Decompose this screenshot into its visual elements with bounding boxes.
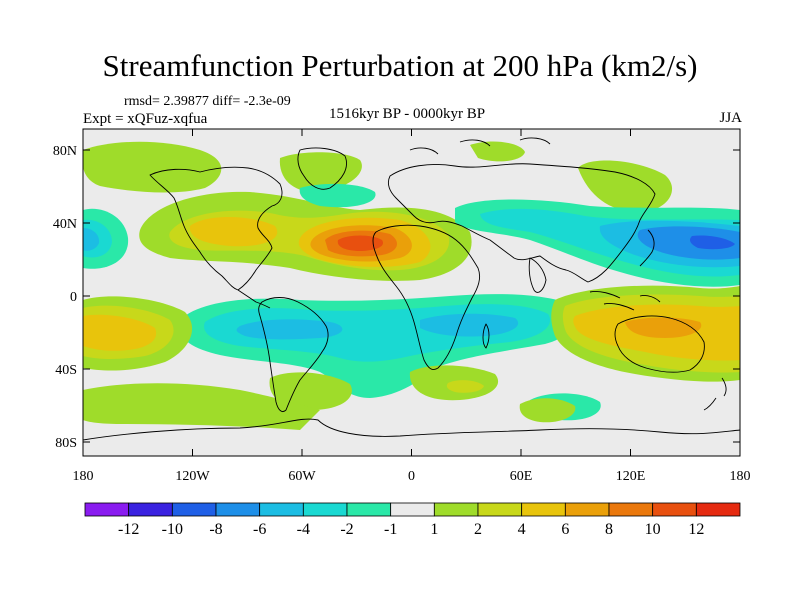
map-title: Streamfunction Perturbation at 200 hPa (… — [102, 48, 698, 83]
colorbar-label-6: -1 — [384, 521, 397, 538]
lon-label-60e: 60E — [510, 469, 533, 484]
colorbar-swatch-7 — [390, 502, 435, 517]
colorbar-swatch-13 — [652, 502, 697, 517]
anomaly-high-ross-sea — [519, 398, 576, 423]
anomaly-high-siberia-small — [470, 141, 525, 162]
colorbar-label-7: 1 — [430, 521, 438, 538]
coastline-new-zealand — [703, 377, 727, 411]
lon-label-180w: 180 — [73, 469, 94, 484]
lon-label-120w: 120W — [175, 469, 210, 484]
colorbar-swatch-12 — [608, 502, 654, 517]
lat-label-80n: 80N — [53, 144, 77, 159]
experiment-label: Expt = xQFuz-xqfua — [83, 111, 208, 127]
anomaly-low-southern-indian — [420, 313, 519, 337]
coastline-arctic-islands — [409, 137, 551, 155]
map-panel — [83, 129, 740, 456]
colorbar-swatch-0 — [84, 502, 130, 517]
coastlines — [83, 137, 740, 441]
colorbar-labels: -12 -10 -8 -6 -4 -2 -1 1 2 4 6 8 10 12 — [118, 521, 704, 538]
colorbar-swatch-14 — [695, 502, 741, 517]
coastline-madagascar — [482, 323, 490, 349]
coastline-greenland — [297, 147, 347, 190]
coastline-antarctica — [83, 418, 740, 441]
colorbar-swatch-6 — [346, 502, 392, 517]
colorbar-label-10: 6 — [561, 521, 569, 538]
coastline-maritime-continent — [589, 291, 661, 311]
longitude-labels: 180 120W 60W 0 60E 120E 180 — [73, 469, 751, 484]
colorbar-label-1: -10 — [162, 521, 183, 538]
season-label: JJA — [719, 110, 742, 126]
anomaly-high-north-pacific-small — [578, 160, 673, 213]
anomaly-low-north-pacific-west-inner — [83, 228, 100, 251]
coastline-north-america — [149, 166, 283, 291]
lon-label-120e: 120E — [616, 469, 646, 484]
colorbar-swatch-8 — [433, 502, 479, 517]
anomaly-low-north-atlantic — [299, 183, 376, 208]
lat-label-40s: 40S — [55, 363, 77, 378]
colorbar-label-2: -8 — [209, 521, 222, 538]
lon-label-0: 0 — [408, 469, 415, 484]
colorbar-swatch-3 — [215, 502, 261, 517]
lon-label-180e: 180 — [730, 469, 751, 484]
colorbar-swatch-1 — [128, 502, 173, 517]
colorbar-label-11: 8 — [605, 521, 613, 538]
lat-label-40n: 40N — [53, 217, 77, 232]
coastline-eurasia — [387, 163, 656, 283]
longitude-ticks — [82, 129, 741, 456]
anomaly-low-east-asia-core — [690, 235, 735, 250]
colorbar-label-9: 4 — [518, 521, 526, 538]
colorbar-swatch-10 — [521, 502, 566, 517]
anomaly-high-atlantic-mid — [189, 217, 278, 247]
colorbar-swatch-11 — [564, 502, 610, 517]
coastline-australia — [614, 315, 705, 373]
colorbar-label-0: -12 — [118, 521, 139, 538]
anomaly-high-sahara-peak — [337, 235, 384, 251]
anomaly-high-south-africa-core — [446, 380, 484, 393]
latitude-labels: 80N 40N 0 40S 80S — [53, 144, 77, 451]
colorbar-label-8: 2 — [474, 521, 482, 538]
colorbar-swatch-9 — [477, 502, 523, 517]
colorbar-swatch-5 — [302, 502, 348, 517]
anomaly-low-east-asia-inner — [637, 226, 740, 260]
coastline-india — [528, 257, 547, 293]
colorbar-label-12: 10 — [645, 521, 661, 538]
latitude-ticks — [83, 149, 740, 443]
anomaly-low-southern-tropics-inner — [236, 319, 343, 340]
coastline-japan — [639, 229, 655, 267]
lat-label-80s: 80S — [55, 436, 77, 451]
lon-label-60w: 60W — [288, 469, 316, 484]
anomaly-field — [83, 141, 740, 430]
colorbar-swatch-2 — [171, 502, 217, 517]
colorbar — [84, 502, 741, 517]
colorbar-label-4: -4 — [297, 521, 310, 538]
colorbar-label-3: -6 — [253, 521, 266, 538]
coastline-central-america — [237, 289, 271, 309]
anomaly-high-antarctic-margin — [83, 383, 320, 430]
coastline-south-america — [258, 297, 329, 413]
anomaly-high-arctic-asia — [83, 141, 222, 193]
rmsd-diff-stats: rmsd= 2.39877 diff= -2.3e-09 — [124, 94, 291, 109]
coastline-africa — [372, 224, 481, 371]
anomaly-high-south-pacific-core — [83, 314, 157, 351]
colorbar-label-13: 12 — [688, 521, 704, 538]
colorbar-label-5: -2 — [340, 521, 353, 538]
lat-label-0: 0 — [70, 290, 77, 305]
colorbar-swatch-4 — [259, 502, 304, 517]
time-range-label: 1516kyr BP - 0000kyr BP — [328, 106, 486, 122]
anomaly-high-greenland — [279, 152, 362, 193]
